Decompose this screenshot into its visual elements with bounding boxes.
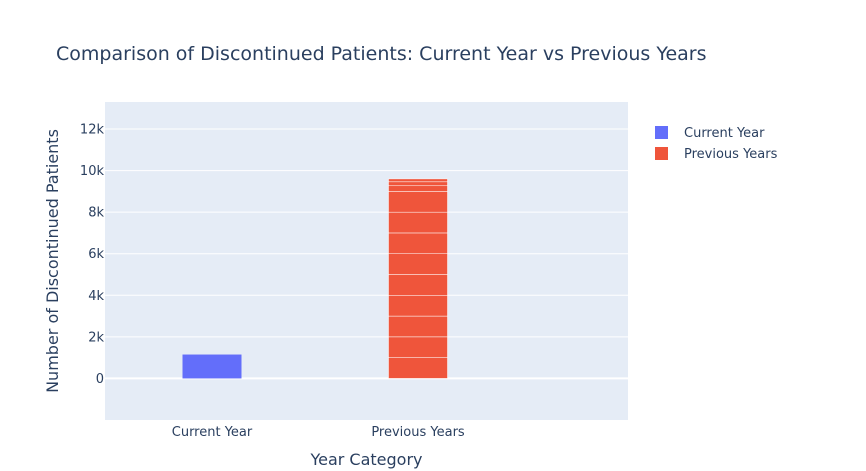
bar-segment xyxy=(388,336,448,358)
bar-segment xyxy=(388,185,448,192)
bar-segment xyxy=(388,232,448,254)
bar-segment xyxy=(388,178,448,183)
bar-segment xyxy=(388,295,448,317)
x-tick-label: Current Year xyxy=(172,425,253,440)
bar-segment xyxy=(388,211,448,234)
bar-segment xyxy=(388,253,448,275)
x-tick-label: Previous Years xyxy=(371,425,465,440)
x-axis-title: Year Category xyxy=(309,450,422,469)
bar-segment xyxy=(388,357,448,379)
chart-title: Comparison of Discontinued Patients: Cur… xyxy=(56,43,706,65)
y-tick-label: 2k xyxy=(88,330,104,345)
bar-segment xyxy=(388,191,448,213)
y-tick-label: 0 xyxy=(96,372,104,387)
legend-label[interactable]: Current Year xyxy=(684,126,765,141)
legend-swatch[interactable] xyxy=(655,147,668,160)
y-tick-label: 6k xyxy=(88,247,104,262)
y-tick-label: 12k xyxy=(80,123,105,138)
bar-segment xyxy=(388,181,448,187)
y-tick-label: 8k xyxy=(88,206,104,221)
legend-label[interactable]: Previous Years xyxy=(684,147,778,162)
bars xyxy=(182,178,448,379)
y-tick-label: 4k xyxy=(88,289,104,304)
legend-swatch[interactable] xyxy=(655,126,668,139)
y-tick-label: 10k xyxy=(80,164,105,179)
legend: Current Year Previous Years xyxy=(655,126,778,162)
bar-segment xyxy=(182,354,242,379)
x-axis-ticks: Current Year Previous Years xyxy=(172,425,465,440)
bar-segment xyxy=(388,315,448,338)
y-axis-ticks: 0 2k 4k 6k 8k 10k 12k xyxy=(80,123,105,387)
y-axis-title: Number of Discontinued Patients xyxy=(43,129,62,393)
bar-segment xyxy=(388,274,448,296)
